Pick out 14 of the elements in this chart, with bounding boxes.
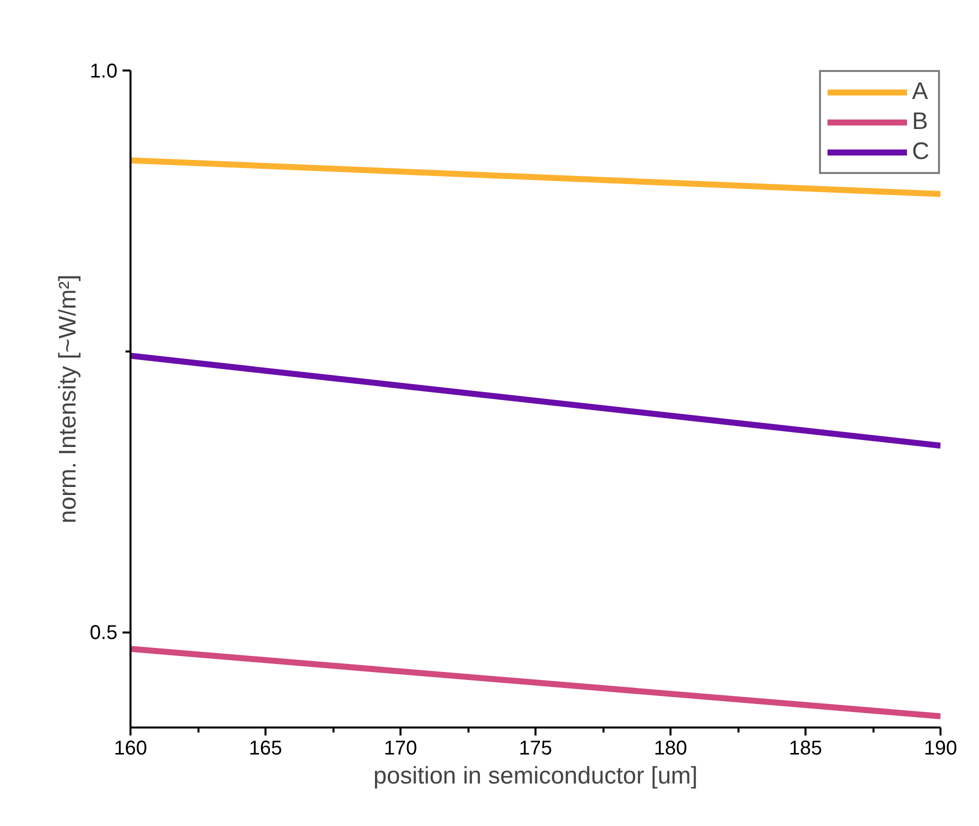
legend-label: B [912,108,930,136]
x-tick-label: 170 [384,738,418,760]
x-axis-title: position in semiconductor [um] [373,762,698,790]
y-tick-label: 0.5 [90,622,118,644]
legend-label: C [912,138,930,166]
x-tick-label: 175 [518,738,552,760]
x-tick-label: 180 [654,738,688,760]
x-tick-label: 190 [924,738,958,760]
legend-label: A [912,78,930,106]
y-axis-title: norm. Intensity [~W/m²] [54,274,82,524]
x-tick-label: 160 [114,738,148,760]
x-tick-label: 185 [788,738,822,760]
y-tick-label: 1.0 [90,60,118,82]
x-tick-label: 165 [248,738,282,760]
